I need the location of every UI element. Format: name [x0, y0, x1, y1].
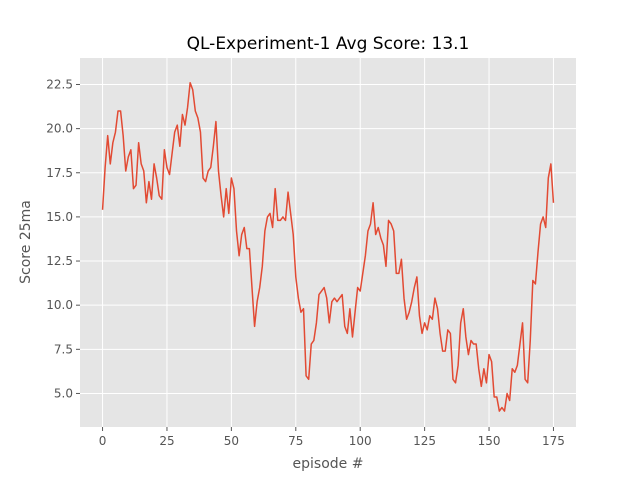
x-axis-label: episode # — [293, 456, 364, 472]
y-tick-label: 22.5 — [46, 77, 73, 91]
y-tick-label: 7.5 — [54, 342, 73, 356]
y-tick-label: 17.5 — [46, 166, 73, 180]
y-axis-ticks: 5.0 7.5 10.0 12.5 15.0 17.5 20.0 22.5 — [46, 77, 80, 400]
y-tick-label: 12.5 — [46, 254, 73, 268]
grid — [80, 58, 576, 427]
x-tick-label: 100 — [349, 434, 372, 448]
x-tick-label: 0 — [99, 434, 107, 448]
series-line — [101, 81, 555, 412]
chart-title: QL-Experiment-1 Avg Score: 13.1 — [187, 34, 470, 54]
x-tick-label: 125 — [413, 434, 436, 448]
y-tick-label: 10.0 — [46, 298, 73, 312]
y-axis-label: Score 25ma — [18, 200, 34, 284]
y-tick-label: 5.0 — [54, 386, 73, 400]
x-tick-label: 75 — [288, 434, 303, 448]
x-axis-ticks: 0 25 50 75 100 125 150 175 — [99, 427, 565, 448]
y-tick-label: 20.0 — [46, 122, 73, 136]
x-tick-label: 150 — [478, 434, 501, 448]
x-tick-label: 25 — [159, 434, 174, 448]
plot-background — [80, 58, 576, 427]
x-tick-label: 50 — [224, 434, 239, 448]
series-group — [101, 81, 555, 412]
x-tick-label: 175 — [542, 434, 565, 448]
y-tick-label: 15.0 — [46, 210, 73, 224]
